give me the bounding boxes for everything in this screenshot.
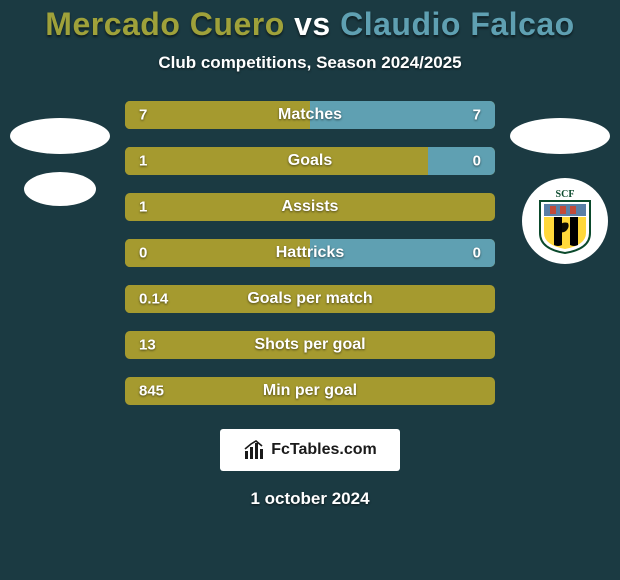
stat-row: 1 Assists — [125, 193, 495, 221]
title-vs: vs — [294, 6, 331, 42]
club-initials: SCF — [556, 189, 575, 200]
stat-row: 1 Goals 0 — [125, 147, 495, 175]
player2-avatar-placeholder — [510, 118, 610, 154]
stat-bar-right — [428, 147, 495, 175]
stat-row: 0 Hattricks 0 — [125, 239, 495, 267]
stat-left-value: 845 — [139, 383, 164, 400]
shield-icon: SCF — [536, 187, 594, 255]
stat-right-value: 7 — [473, 107, 481, 124]
footer-date: 1 october 2024 — [250, 489, 369, 509]
stat-label: Hattricks — [276, 244, 344, 262]
stat-right-value: 0 — [473, 245, 481, 262]
title-player2: Claudio Falcao — [340, 6, 575, 42]
stat-label: Goals — [288, 152, 332, 170]
stat-label: Min per goal — [263, 382, 357, 400]
player1-avatar-placeholder — [10, 118, 110, 154]
stat-left-value: 13 — [139, 337, 156, 354]
stat-row: 7 Matches 7 — [125, 101, 495, 129]
stat-row: 13 Shots per goal — [125, 331, 495, 359]
title-player1: Mercado Cuero — [45, 6, 284, 42]
brand-logo: FcTables.com — [220, 429, 400, 471]
subtitle: Club competitions, Season 2024/2025 — [158, 53, 461, 73]
stat-bar-left — [125, 147, 391, 175]
stat-right-value: 0 — [473, 153, 481, 170]
stat-label: Assists — [282, 198, 339, 216]
chart-icon — [243, 439, 265, 461]
stat-left-value: 0.14 — [139, 291, 168, 308]
stat-left-value: 7 — [139, 107, 147, 124]
comparison-card: Mercado Cuero vs Claudio Falcao Club com… — [0, 0, 620, 580]
stat-bar-mid — [458, 285, 495, 313]
stat-left-value: 1 — [139, 199, 147, 216]
stat-row: 0.14 Goals per match — [125, 285, 495, 313]
stat-label: Matches — [278, 106, 342, 124]
stat-left-value: 0 — [139, 245, 147, 262]
stat-label: Goals per match — [247, 290, 372, 308]
stat-bar-mid — [391, 147, 428, 175]
player2-club-badge: SCF — [522, 178, 608, 264]
stat-label: Shots per goal — [254, 336, 365, 354]
stat-row: 845 Min per goal — [125, 377, 495, 405]
brand-text: FcTables.com — [271, 441, 377, 459]
page-title: Mercado Cuero vs Claudio Falcao — [45, 6, 574, 43]
player1-club-badge-placeholder — [24, 172, 96, 206]
stat-left-value: 1 — [139, 153, 147, 170]
